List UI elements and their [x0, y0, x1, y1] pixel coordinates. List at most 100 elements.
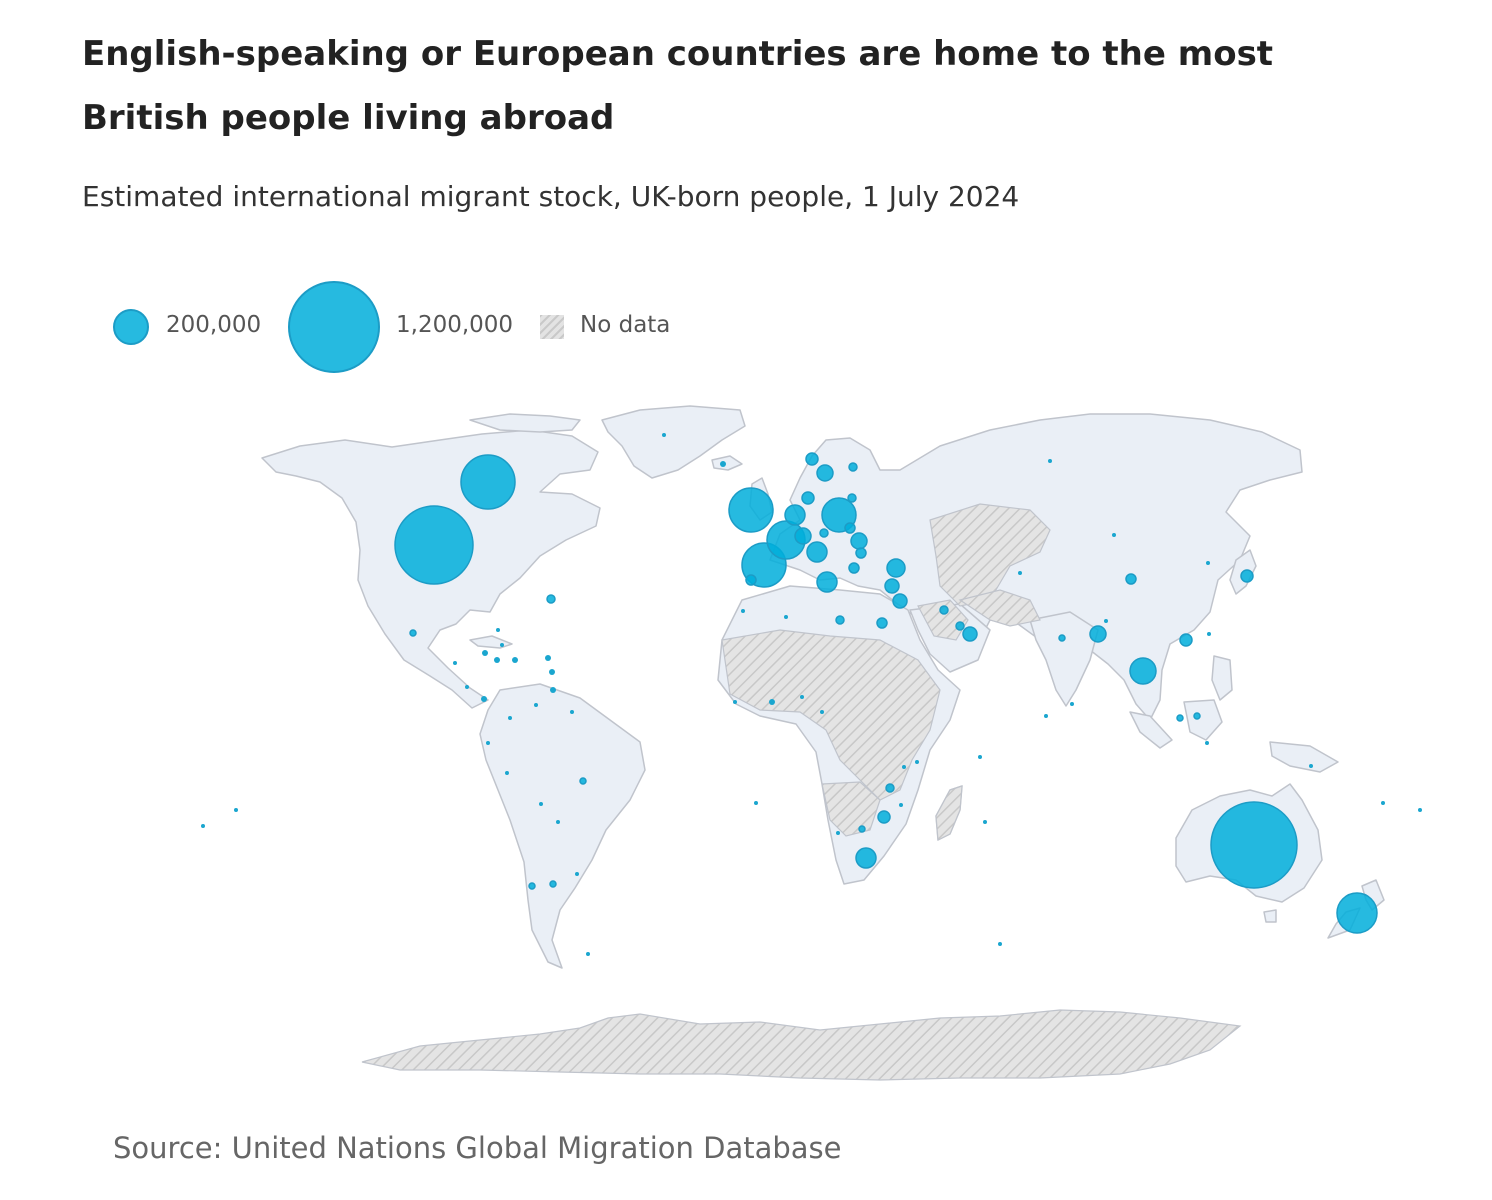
dot-west-africa-1 — [733, 700, 737, 704]
land-new-guinea — [1269, 741, 1339, 773]
dot-russia — [1048, 459, 1052, 463]
bubble-libya — [835, 615, 845, 625]
nodata-madagascar — [935, 785, 963, 841]
dot-papua — [1309, 764, 1313, 768]
bubble-cyprus — [886, 558, 906, 578]
dot-central-america-1 — [453, 661, 457, 665]
data-bubbles — [394, 452, 1378, 934]
dot-south-america-4 — [486, 741, 490, 745]
land-india — [1029, 611, 1099, 707]
source-note: Source: United Nations Global Migration … — [113, 1131, 842, 1165]
dot-iceland — [720, 461, 726, 467]
bubble-ireland — [728, 487, 774, 533]
dot-mid-atlantic — [784, 615, 788, 619]
dot-west-africa-3 — [800, 695, 804, 699]
bubble-portugal — [745, 574, 757, 586]
bubble-bermuda — [546, 594, 556, 604]
nodata-iran-afghanistan — [958, 589, 1041, 627]
land-tasmania — [1263, 909, 1277, 923]
bubble-zimbabwe — [877, 810, 891, 824]
dot-south-america-2 — [534, 703, 538, 707]
dot-canaries — [741, 609, 745, 613]
dot-caribbean-3 — [512, 657, 518, 663]
dot-pacific-5 — [201, 824, 205, 828]
nodata-antarctica — [361, 1009, 1242, 1081]
bubble-chile — [549, 880, 557, 888]
bubble-japan — [1240, 569, 1254, 583]
bubble-egypt — [876, 617, 888, 629]
legend-small-label: 200,000 — [166, 312, 262, 338]
small-territory-dots — [201, 433, 1422, 956]
bubble-denmark — [801, 491, 815, 505]
bubble-united-states — [394, 505, 474, 585]
dot-caribbean-4 — [545, 655, 551, 661]
nodata-africa-interior — [721, 629, 941, 801]
dot-pacific-3 — [998, 942, 1002, 946]
dot-south-america-7 — [556, 820, 560, 824]
dot-taiwan — [1207, 632, 1211, 636]
dot-central-asia — [1018, 571, 1022, 575]
bubble-czechia — [819, 528, 829, 538]
legend-small-bubble — [113, 309, 149, 345]
bubble-canada — [460, 454, 516, 510]
bubble-switzerland — [806, 541, 828, 563]
dot-caribbean-7 — [500, 643, 504, 647]
legend-nodata-swatch — [540, 315, 564, 339]
bubble-kenya — [939, 605, 949, 615]
chart-subtitle: Estimated international migrant stock, U… — [82, 180, 1020, 213]
legend: 200,000 1,200,000 No data — [0, 270, 800, 380]
land-iceland — [711, 455, 743, 471]
bubble-belgium — [794, 527, 812, 545]
dot-caribbean-8 — [496, 628, 500, 632]
land-south-america — [479, 683, 646, 969]
dot-south-america-8 — [575, 872, 579, 876]
dot-indian-ocean-3 — [1044, 714, 1048, 718]
dot-south-america-1 — [508, 716, 512, 720]
dot-pacific-1 — [1381, 801, 1385, 805]
dot-greenland — [662, 433, 666, 437]
dot-south-america-3 — [570, 710, 574, 714]
bubble-lebanon — [892, 593, 908, 609]
bubble-south-africa — [855, 847, 877, 869]
dot-maldives — [1070, 702, 1074, 706]
dot-west-africa-2 — [769, 699, 775, 705]
dot-nepal — [1104, 619, 1108, 623]
dot-caribbean-2 — [494, 657, 500, 663]
dot-central-america-3 — [481, 696, 487, 702]
dot-central-america-2 — [465, 685, 469, 689]
bubble-israel — [884, 578, 900, 594]
bubble-sweden — [816, 464, 834, 482]
bubble-italy — [816, 571, 838, 593]
dot-east-africa-3 — [899, 803, 903, 807]
bubble-austria — [844, 522, 856, 534]
land-greenland — [601, 405, 746, 479]
bubble-malaysia — [1176, 714, 1184, 722]
bubble-greece — [850, 532, 868, 550]
dot-caribbean-6 — [550, 687, 556, 693]
legend-large-bubble — [288, 281, 380, 373]
land-arctic-islands — [469, 413, 581, 433]
dot-caribbean-5 — [549, 669, 555, 675]
dot-indian-ocean-2 — [983, 820, 987, 824]
land-philippines — [1211, 655, 1233, 701]
bubble-uae — [955, 621, 965, 631]
dot-central-africa — [820, 710, 824, 714]
bubble-thailand — [1129, 657, 1157, 685]
world-map — [201, 405, 1422, 1081]
bubble-new-zealand — [1336, 892, 1378, 934]
land-borneo — [1183, 699, 1223, 741]
dot-caribbean-1 — [482, 650, 488, 656]
bubble-mexico — [409, 629, 417, 637]
bubble-finland — [848, 462, 858, 472]
nodata-southern-africa — [821, 781, 881, 837]
bubble-australia — [1210, 801, 1298, 889]
dot-indian-ocean-1 — [978, 755, 982, 759]
chart-title: English-speaking or European countries a… — [82, 34, 1274, 138]
bubble-zambia — [858, 825, 866, 833]
legend-nodata-label: No data — [580, 312, 671, 338]
no-data-regions — [361, 503, 1242, 1081]
bubble-poland — [847, 493, 857, 503]
bubble-norway — [805, 452, 819, 466]
bubble-hong-kong — [1179, 633, 1193, 647]
bubble-malta — [848, 562, 860, 574]
